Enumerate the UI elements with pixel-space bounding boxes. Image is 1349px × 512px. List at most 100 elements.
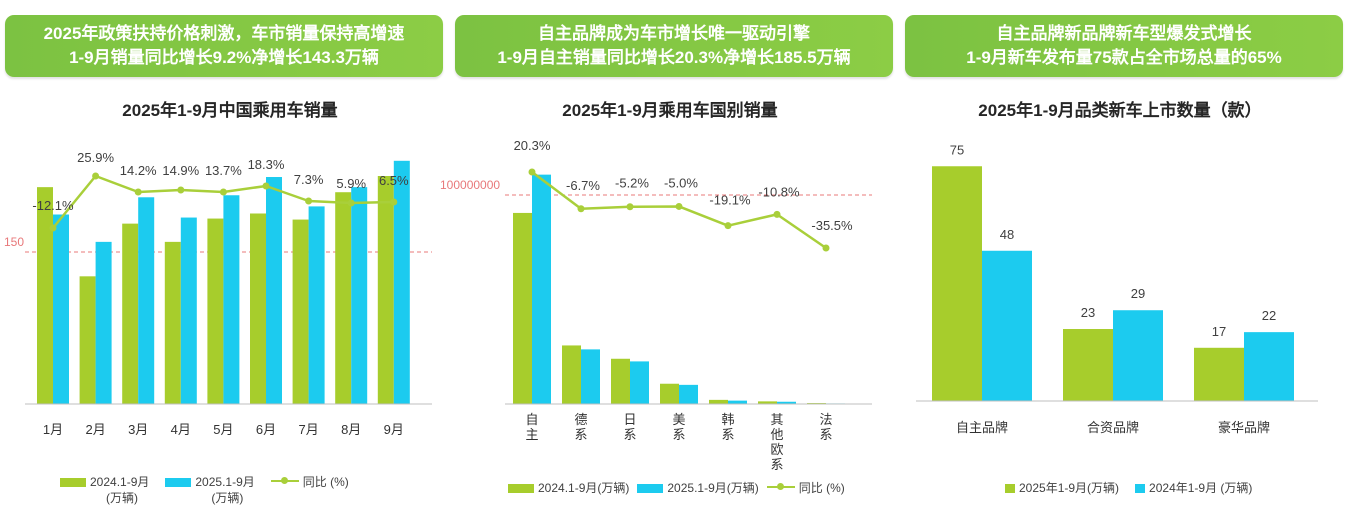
x-tick-label: 德系 xyxy=(574,412,587,442)
reference-label: 100000000 xyxy=(440,178,500,192)
banner-line-1: 2025年政策扶持价格刺激，车市销量保持高增速 xyxy=(43,24,405,43)
yoy-data-label: 6.5% xyxy=(379,173,409,188)
yoy-data-label: -5.0% xyxy=(664,175,698,190)
yoy-data-label: 14.2% xyxy=(120,163,157,178)
banner-line-1: 自主品牌新品牌新车型爆发式增长 xyxy=(996,24,1252,43)
bar-2024 xyxy=(37,187,53,404)
banner-new-models: 自主品牌新品牌新车型爆发式增长 1-9月新车发布量75款占全市场总量的65% xyxy=(905,15,1343,77)
legend-swatch-green xyxy=(1005,484,1015,493)
bar-2024 xyxy=(1113,310,1163,401)
yoy-point xyxy=(390,198,398,206)
data-label: 23 xyxy=(1081,305,1095,320)
bar-2025 xyxy=(393,160,410,404)
yoy-point xyxy=(822,244,830,252)
yoy-point xyxy=(577,205,585,213)
yoy-data-label: 18.3% xyxy=(248,157,285,172)
yoy-point xyxy=(134,188,142,196)
bar-2024 xyxy=(709,399,728,404)
bar-2025 xyxy=(351,187,368,404)
legend-item-2025: 2025.1-9月(万辆) xyxy=(637,480,759,496)
chart1-title: 2025年1-9月中国乘用车销量 xyxy=(122,101,338,120)
x-tick-label: 9月 xyxy=(384,422,404,437)
yoy-data-label: 5.9% xyxy=(336,176,366,191)
bar-2024 xyxy=(164,241,181,404)
x-tick-label: 自主品牌 xyxy=(956,420,1008,435)
bar-2025 xyxy=(1194,347,1244,401)
yoy-data-label: 25.9% xyxy=(77,150,114,165)
yoy-data-label: -35.5% xyxy=(811,218,853,233)
yoy-point xyxy=(724,222,732,230)
legend-item-2024: 2024.1-9月(万辆) xyxy=(508,480,629,496)
yoy-data-label: 14.9% xyxy=(162,163,199,178)
x-tick-label: 韩系 xyxy=(721,412,734,442)
banner-line-2: 1-9月新车发布量75款占全市场总量的65% xyxy=(966,48,1282,67)
legend-item-2024: 2024.1-9月 (万辆) xyxy=(60,474,149,506)
bar-2025 xyxy=(138,197,155,404)
legend-label: 2025.1-9月(万辆) xyxy=(667,481,759,495)
legend-line-swatch xyxy=(270,474,299,486)
chart2-title: 2025年1-9月乘用车国别销量 xyxy=(562,101,778,120)
legend-label: 同比 (%) xyxy=(798,481,845,495)
bar-2024 xyxy=(79,276,96,404)
bar-2024 xyxy=(758,401,777,404)
yoy-point xyxy=(675,202,683,210)
legend-label-unit: (万辆) xyxy=(211,491,244,505)
legend-label: 2025.1-9月 xyxy=(195,475,255,489)
bar-2025 xyxy=(1063,329,1113,401)
yoy-point xyxy=(219,188,227,196)
bar-2025 xyxy=(777,401,796,404)
yoy-data-label: 7.3% xyxy=(294,172,324,187)
yoy-point xyxy=(305,197,313,205)
legend-swatch-blue xyxy=(637,484,664,493)
chart3-title: 2025年1-9月品类新车上市数量（款） xyxy=(978,101,1262,120)
legend-label: 2024.1-9月 xyxy=(90,475,150,489)
yoy-point xyxy=(773,210,781,218)
bar-2025 xyxy=(679,384,698,404)
bar-2024 xyxy=(335,192,352,404)
legend-label: 2024.1-9月(万辆) xyxy=(538,481,630,495)
bar-2025 xyxy=(223,195,240,404)
x-tick-label: 3月 xyxy=(128,422,148,437)
legend-label: 2024年1-9月 (万辆) xyxy=(1149,481,1253,495)
chart1-legend: 2024.1-9月 (万辆) 2025.1-9月 (万辆) 同比 (%) xyxy=(60,474,363,506)
bar-2024 xyxy=(660,383,679,404)
banner-sales-growth: 2025年政策扶持价格刺激，车市销量保持高增速 1-9月销量同比增长9.2%净增… xyxy=(5,15,443,77)
yoy-data-label: -5.2% xyxy=(615,176,649,191)
bar-2025 xyxy=(266,177,282,404)
x-tick-label: 合资品牌 xyxy=(1087,420,1139,435)
legend-item-yoy: 同比 (%) xyxy=(270,474,349,490)
yoy-point xyxy=(49,224,57,232)
bar-2024 xyxy=(611,358,630,404)
banner-line-2: 1-9月自主销量同比增长20.3%净增长185.5万辆 xyxy=(497,48,851,67)
yoy-point xyxy=(347,199,355,207)
bar-2025 xyxy=(932,166,982,401)
bar-2025 xyxy=(53,214,69,404)
bar-2025 xyxy=(180,217,197,404)
bar-2024 xyxy=(122,223,139,404)
bar-2025 xyxy=(308,206,325,404)
x-tick-label: 1月 xyxy=(43,422,63,437)
chart3-plot: 75 48 自主品牌 23 29 合资品牌 17 22 豪华品牌 xyxy=(916,142,1318,435)
legend-item-2025: 2025年1-9月(万辆) xyxy=(1005,480,1119,496)
x-tick-label: 8月 xyxy=(341,422,361,437)
legend-label: 2025年1-9月(万辆) xyxy=(1019,481,1120,495)
bar-2025 xyxy=(728,400,747,404)
x-tick-label: 美系 xyxy=(672,412,685,442)
bar-2025 xyxy=(95,241,112,404)
bar-2024 xyxy=(207,218,224,404)
bar-2025 xyxy=(630,361,649,404)
banner-line-1: 自主品牌成为车市增长唯一驱动引擎 xyxy=(538,24,810,43)
bar-2024 xyxy=(562,345,581,404)
yoy-data-label: -12.1% xyxy=(32,198,74,213)
x-tick-label: 2月 xyxy=(85,422,105,437)
yoy-point xyxy=(262,182,270,190)
legend-item-2025: 2025.1-9月 (万辆) xyxy=(165,474,255,506)
x-tick-label: 4月 xyxy=(171,422,191,437)
legend-swatch-green xyxy=(508,484,534,493)
reference-label: 150 xyxy=(4,235,24,249)
yoy-data-label: -19.1% xyxy=(709,193,751,208)
x-tick-label: 豪华品牌 xyxy=(1218,420,1270,435)
banner-domestic-brands: 自主品牌成为车市增长唯一驱动引擎 1-9月自主销量同比增长20.3%净增长185… xyxy=(455,15,893,77)
yoy-point xyxy=(177,186,185,194)
x-tick-label: 7月 xyxy=(298,422,318,437)
